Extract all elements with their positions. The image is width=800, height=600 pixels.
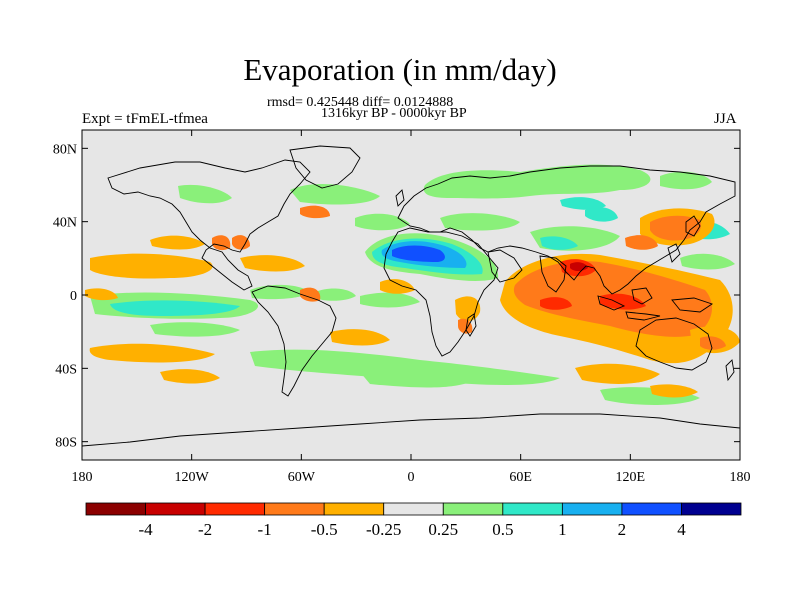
lat-tick-label: 40S: [55, 362, 77, 377]
colorbar-swatch: [145, 502, 206, 516]
patch-central-indian: [540, 297, 572, 310]
patch-central-asia-core: [540, 236, 578, 250]
patch-tasman-core: [700, 336, 726, 350]
patch-south-atlantic-subtropics: [330, 329, 390, 346]
patch-gulf-stream: [300, 205, 330, 219]
longitude-axis: 180 120W 60W 0 60E 120E 180: [72, 130, 751, 485]
patch-madagascar: [458, 318, 473, 334]
colorbar-swatch: [383, 502, 444, 516]
colorbar-label: -0.25: [366, 520, 401, 539]
patch-caribbean: [240, 255, 305, 272]
colorbar-label: -0.5: [311, 520, 338, 539]
colorbar-swatch: [264, 502, 325, 516]
patch-south-pacific-subtropics: [89, 343, 215, 363]
patch-west-pacific: [680, 253, 735, 270]
map-title: Evaporation (in mm/day): [243, 52, 557, 87]
coast-japan: [685, 215, 701, 237]
colorbar-label: -2: [198, 520, 212, 539]
experiment-label: Expt = tFmEL-tfmea: [82, 111, 208, 127]
patch-east-siberia: [660, 171, 712, 190]
patch-west-africa: [380, 279, 415, 294]
colorbar-label: 0.5: [492, 520, 513, 539]
coast-sumatra: [597, 295, 626, 311]
coast-eurasia: [397, 165, 736, 295]
lat-tick-label: 80N: [53, 142, 77, 157]
lon-tick-label: 120E: [616, 470, 646, 485]
patch-north-pacific-2: [150, 235, 205, 250]
lon-tick-label: 60W: [288, 470, 316, 485]
patch-caspian: [585, 207, 618, 222]
lat-tick-label: 0: [70, 289, 77, 304]
coast-australia: [635, 317, 713, 371]
patch-amazon: [300, 287, 321, 302]
patch-south-pacific: [150, 322, 240, 337]
lat-tick-label: 80S: [55, 436, 77, 451]
patch-southern-ocean: [250, 349, 560, 385]
colorbar-label: -4: [138, 520, 153, 539]
colorbar-swatch: [85, 502, 146, 516]
coast-south-america: [251, 285, 337, 397]
season-label: JJA: [714, 111, 737, 127]
patch-florida: [232, 235, 250, 250]
patch-south-atlantic: [360, 370, 470, 388]
colorbar-swatch: [681, 502, 742, 516]
patch-south-indian-subtropics: [575, 363, 660, 384]
lon-tick-label: 120W: [175, 470, 210, 485]
colorbar-label: 2: [618, 520, 627, 539]
patch-dateline: [85, 288, 118, 301]
colorbar-swatch: [621, 502, 682, 516]
patch-tropical-atlantic-core: [392, 245, 445, 262]
subtitle-stats: rmsd= 0.425448 diff= 0.0124888: [267, 95, 454, 110]
colorbar-swatch: [323, 502, 385, 516]
coastlines: [82, 145, 740, 447]
colorbar-swatch: [442, 502, 504, 516]
coast-greenland: [289, 145, 361, 189]
lon-tick-label: 0: [408, 470, 415, 485]
coast-madagascar: [465, 313, 477, 337]
lon-tick-label: 180: [72, 470, 93, 485]
patch-south-australia: [650, 384, 698, 398]
colorbar-swatch: [561, 502, 623, 516]
patch-north-atlantic: [290, 183, 380, 205]
coast-british-isles: [395, 189, 405, 207]
colorbar-label: -1: [258, 520, 272, 539]
patch-subtropical-atlantic: [355, 213, 410, 231]
lon-tick-label: 60E: [509, 470, 532, 485]
patch-west-siberia: [560, 197, 606, 210]
patch-maritime-continent: [600, 293, 646, 310]
patch-south-pacific-2: [160, 369, 220, 384]
subtitle-period: 1316kyr BP - 0000kyr BP: [321, 106, 467, 121]
patch-canada: [178, 184, 232, 204]
lon-tick-label: 180: [730, 470, 751, 485]
colorbar: -4 -2 -1 -0.5 -0.25 0.25 0.5 1 2 4: [85, 502, 742, 539]
patch-mediterranean: [440, 213, 520, 231]
colorbar-swatch: [204, 502, 266, 516]
colorbar-label: 0.25: [428, 520, 458, 539]
coast-africa: [383, 227, 499, 357]
coast-new-guinea: [671, 297, 714, 313]
colorbar-label: 1: [558, 520, 567, 539]
colorbar-swatch: [502, 502, 563, 516]
coast-antarctica: [82, 413, 740, 447]
latitude-axis: 80N 40N 0 40S 80S: [53, 142, 740, 451]
coast-north-america: [107, 159, 311, 291]
patch-nw-pacific-mid: [650, 215, 702, 241]
lat-tick-label: 40N: [53, 216, 77, 231]
patch-gulf-of-guinea: [360, 292, 420, 308]
coast-arabia: [487, 249, 523, 283]
patch-equatorial-pacific-core: [110, 300, 240, 316]
coast-borneo: [631, 287, 653, 305]
patch-equatorial-atlantic-west: [315, 288, 356, 301]
patch-north-pacific: [90, 253, 213, 279]
coast-java: [625, 311, 661, 321]
coast-india: [539, 255, 567, 293]
patch-siberian-arctic: [423, 164, 651, 199]
coast-new-zealand: [725, 359, 735, 382]
patch-panama: [250, 284, 310, 300]
coast-philippines: [667, 243, 681, 263]
colorbar-label: 4: [677, 520, 686, 539]
patch-south-china-sea: [625, 235, 658, 250]
